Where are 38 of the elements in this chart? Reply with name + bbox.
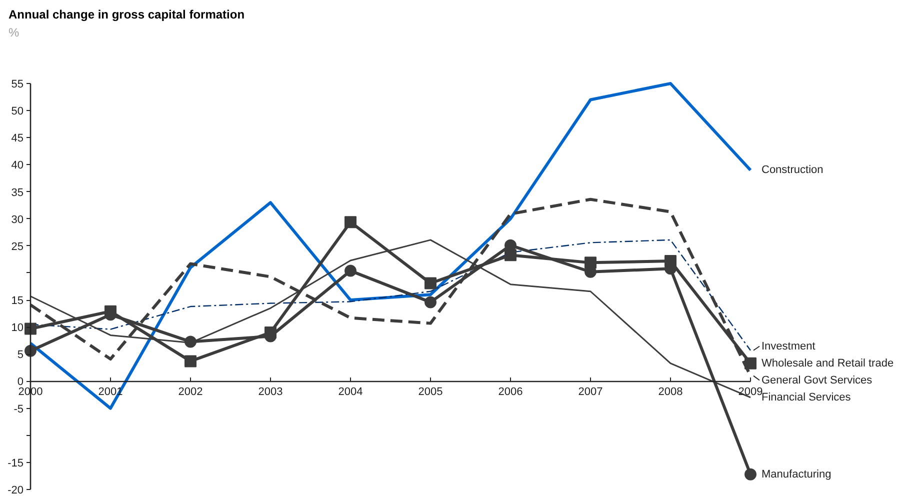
point [344, 264, 356, 277]
series-label: Wholesale and Retail trade [762, 357, 894, 370]
y-tick-label: 55 [11, 78, 24, 90]
point [744, 468, 756, 480]
point [184, 355, 196, 368]
y-tick-label: 5 [17, 349, 24, 362]
y-tick-label: 0 [17, 376, 24, 388]
point [344, 216, 356, 228]
x-tick-label: 2009 [738, 386, 763, 398]
y-tick-label: -15 [8, 457, 24, 470]
y-tick-label: 15 [11, 295, 24, 308]
y-tick-label: 50 [11, 106, 24, 118]
y-tick-label: 10 [11, 322, 24, 334]
x-tick-label: 2008 [658, 386, 683, 398]
y-tick-label: 30 [11, 214, 24, 226]
x-tick-label: 2005 [418, 386, 443, 398]
chart-title: Annual change in gross capital formation [8, 8, 245, 22]
x-tick-label: 2004 [338, 386, 363, 398]
x-tick-label: 2006 [498, 386, 523, 398]
y-tick-label: 35 [11, 186, 24, 199]
series-label: General Govt Services [762, 374, 873, 386]
x-tick-label: 2003 [258, 386, 283, 398]
y-tick-label: -5 [14, 403, 24, 416]
x-tick-label: 2007 [578, 386, 603, 398]
y-tick-label: 25 [11, 240, 24, 253]
point [424, 277, 436, 290]
series-label: Investment [762, 340, 816, 352]
series-label: Manufacturing [762, 468, 832, 480]
y-tick-label: 40 [11, 160, 24, 172]
chart-subtitle: % [8, 26, 20, 40]
y-tick-label: -20 [8, 484, 24, 496]
x-tick-label: 2002 [178, 386, 203, 398]
point [184, 336, 196, 348]
point [424, 296, 436, 308]
series-label: Financial Services [762, 391, 852, 404]
y-tick-label: 45 [11, 132, 24, 145]
point [24, 322, 36, 335]
series-label: Construction [762, 164, 824, 176]
